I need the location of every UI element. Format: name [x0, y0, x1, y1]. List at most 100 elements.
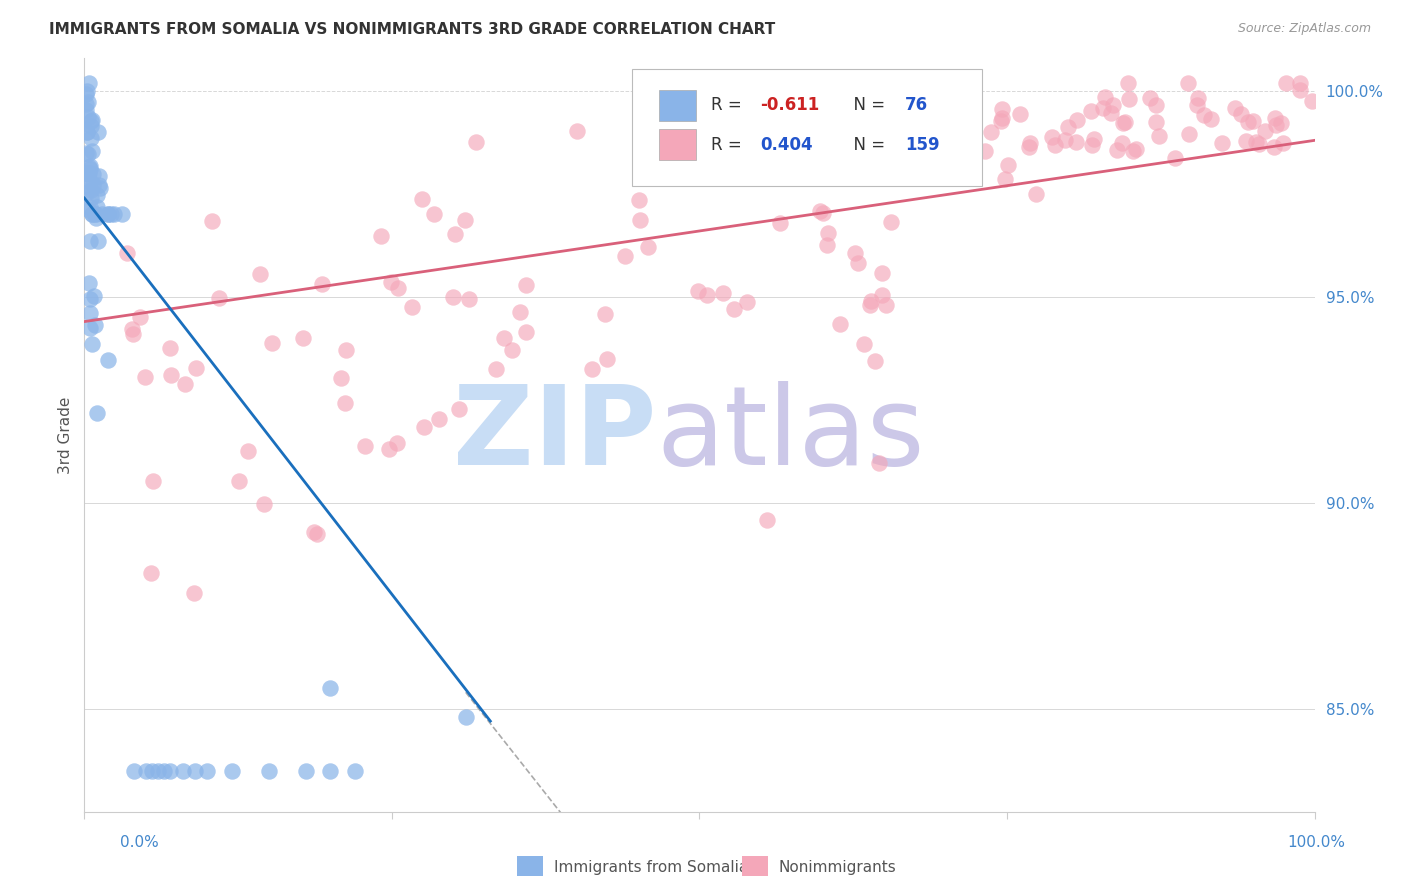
Text: 76: 76	[905, 96, 928, 114]
Point	[449, 401, 471, 416]
Point	[311, 277, 333, 292]
Point	[79, 306, 101, 320]
Point	[890, 126, 912, 140]
Point	[221, 764, 243, 778]
Point	[815, 237, 838, 252]
Point	[454, 710, 477, 724]
Point	[1272, 136, 1295, 150]
Point	[117, 245, 139, 260]
Point	[990, 114, 1012, 128]
Point	[628, 193, 651, 207]
Point	[1192, 108, 1215, 122]
Point	[863, 354, 886, 368]
Point	[80, 113, 103, 128]
Point	[228, 474, 250, 488]
Point	[75, 87, 97, 102]
Point	[79, 234, 101, 248]
Point	[1301, 94, 1323, 108]
Point	[1112, 115, 1135, 129]
Point	[80, 191, 103, 205]
Point	[846, 255, 869, 269]
Point	[172, 764, 194, 778]
Point	[501, 343, 523, 358]
Point	[97, 352, 120, 367]
Point	[79, 119, 101, 133]
Point	[515, 325, 537, 339]
Point	[875, 298, 897, 312]
Point	[141, 764, 163, 778]
Point	[197, 764, 219, 778]
Point	[370, 229, 392, 244]
Point	[1057, 120, 1080, 134]
Point	[380, 276, 402, 290]
Point	[872, 267, 894, 281]
Point	[443, 227, 465, 242]
Point	[412, 419, 434, 434]
Point	[465, 135, 488, 149]
Point	[755, 513, 778, 527]
Point	[1008, 107, 1031, 121]
Point	[1054, 133, 1077, 147]
Point	[401, 300, 423, 314]
Text: 159: 159	[905, 136, 939, 153]
Point	[80, 113, 103, 128]
Point	[148, 764, 170, 778]
Point	[86, 406, 108, 420]
Point	[917, 129, 939, 144]
Point	[142, 474, 165, 488]
Point	[257, 764, 280, 778]
Point	[75, 166, 97, 180]
Point	[411, 193, 433, 207]
FancyBboxPatch shape	[631, 70, 983, 186]
Point	[441, 290, 464, 304]
Point	[423, 207, 446, 221]
Point	[1178, 127, 1201, 141]
Text: 0.0%: 0.0%	[120, 836, 159, 850]
Point	[291, 331, 314, 345]
Point	[302, 524, 325, 539]
Point	[1099, 105, 1122, 120]
Point	[82, 178, 104, 192]
Point	[75, 103, 97, 117]
Point	[1241, 114, 1264, 128]
Point	[1177, 77, 1199, 91]
Point	[82, 207, 104, 221]
Point	[1125, 142, 1147, 156]
Point	[1147, 129, 1170, 144]
Point	[613, 249, 636, 263]
Point	[329, 371, 352, 385]
Y-axis label: 3rd Grade: 3rd Grade	[58, 396, 73, 474]
Text: 0.404: 0.404	[759, 136, 813, 153]
Point	[1264, 112, 1286, 126]
Point	[1230, 106, 1253, 120]
Text: R =: R =	[710, 136, 747, 153]
Point	[509, 305, 531, 319]
Point	[1066, 113, 1088, 128]
Point	[82, 167, 104, 181]
Point	[77, 160, 100, 174]
Point	[1122, 144, 1144, 158]
Point	[80, 183, 103, 197]
Point	[1144, 98, 1167, 112]
Point	[75, 96, 97, 111]
Point	[1211, 136, 1233, 151]
Point	[387, 281, 409, 295]
Text: -0.611: -0.611	[759, 96, 820, 114]
Point	[914, 104, 936, 119]
Point	[1199, 112, 1222, 127]
Point	[1025, 186, 1047, 201]
Point	[654, 154, 676, 169]
Point	[159, 764, 181, 778]
Point	[159, 368, 181, 382]
Point	[993, 172, 1015, 186]
Point	[249, 267, 271, 281]
Point	[319, 681, 342, 695]
Point	[76, 147, 98, 161]
Point	[1111, 136, 1133, 151]
Point	[1118, 76, 1140, 90]
Point	[813, 206, 835, 220]
Point	[87, 169, 110, 184]
Point	[817, 226, 839, 240]
Point	[1185, 98, 1208, 112]
Point	[454, 212, 477, 227]
